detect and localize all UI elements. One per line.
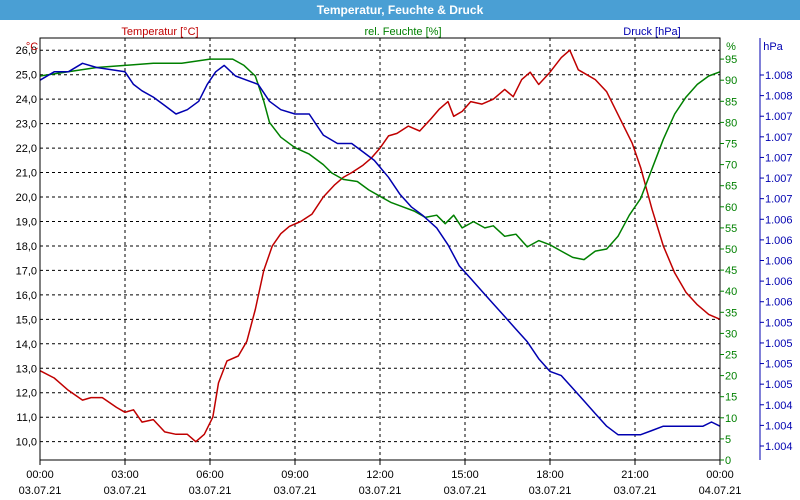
temperature-tick-label: 20,0 [16, 192, 37, 204]
pressure-tick-label: 1.008 [765, 91, 793, 103]
x-tick-date-label: 03.07.21 [614, 485, 657, 497]
humidity-tick-label: 75 [725, 139, 737, 151]
humidity-tick-label: 50 [725, 244, 737, 256]
temperature-tick-label: 24,0 [16, 94, 37, 106]
series-layer [39, 49, 721, 443]
temperature-tick-label: 26,0 [16, 45, 37, 57]
pressure-tick-label: 1.007 [765, 132, 793, 144]
pressure-tick-label: 1.008 [765, 70, 793, 82]
temperature-tick-label: 13,0 [16, 363, 37, 375]
pressure-tick-label: 1.006 [765, 235, 793, 247]
pressure-tick-label: 1.007 [765, 194, 793, 206]
humidity-tick-label: 0 [725, 455, 731, 467]
x-tick-date-label: 03.07.21 [104, 485, 147, 497]
x-tick-date-label: 03.07.21 [359, 485, 402, 497]
pressure-tick-label: 1.005 [765, 379, 793, 391]
pressure-axis-title: Druck [hPa] [623, 26, 680, 38]
humidity-tick-label: 45 [725, 265, 737, 277]
temperature-axis-title: Temperatur [°C] [121, 26, 198, 38]
axis-layer: 26,0 25,0 24,0 23,0 22,0 21,0 20,0 19,0 18,0 17,0… [16, 26, 793, 497]
window-title: Temperatur, Feuchte & Druck [0, 0, 800, 20]
temperature-tick-label: 18,0 [16, 241, 37, 253]
x-tick-time-label: 06:00 [196, 469, 224, 481]
humidity-tick-label: 30 [725, 328, 737, 340]
pressure-tick-label: 1.007 [765, 111, 793, 123]
temperature-tick-label: 19,0 [16, 216, 37, 228]
series-line-temperature [39, 49, 721, 443]
x-tick-time-label: 12:00 [366, 469, 394, 481]
temperature-unit-label: °C [26, 41, 38, 53]
x-tick-date-label: 03.07.21 [444, 485, 487, 497]
pressure-tick-label: 1.006 [765, 297, 793, 309]
pressure-tick-label: 1.007 [765, 173, 793, 185]
pressure-tick-label: 1.004 [765, 420, 793, 432]
x-tick-time-label: 03:00 [111, 469, 139, 481]
temperature-tick-label: 15,0 [16, 314, 37, 326]
series-line-humidity [39, 58, 721, 261]
temperature-tick-label: 22,0 [16, 143, 37, 155]
pressure-tick-label: 1.006 [765, 214, 793, 226]
temperature-tick-label: 23,0 [16, 119, 37, 131]
temperature-tick-label: 16,0 [16, 290, 37, 302]
x-tick-date-label: 03.07.21 [189, 485, 232, 497]
pressure-tick-label: 1.005 [765, 338, 793, 350]
x-tick-time-label: 09:00 [281, 469, 309, 481]
humidity-tick-label: 10 [725, 413, 737, 425]
humidity-tick-label: 20 [725, 371, 737, 383]
pressure-tick-label: 1.006 [765, 276, 793, 288]
humidity-tick-label: 65 [725, 181, 737, 193]
humidity-tick-label: 25 [725, 350, 737, 362]
x-tick-time-label: 00:00 [706, 469, 734, 481]
grid-layer [40, 38, 720, 460]
pressure-tick-label: 1.004 [765, 400, 793, 412]
humidity-tick-label: 55 [725, 223, 737, 235]
humidity-tick-label: 70 [725, 160, 737, 172]
pressure-tick-label: 1.005 [765, 317, 793, 329]
x-tick-time-label: 15:00 [451, 469, 479, 481]
pressure-tick-label: 1.005 [765, 359, 793, 371]
x-tick-date-label: 03.07.21 [19, 485, 62, 497]
humidity-tick-label: 60 [725, 202, 737, 214]
humidity-tick-label: 80 [725, 117, 737, 129]
humidity-tick-label: 5 [725, 434, 731, 446]
humidity-tick-label: 35 [725, 307, 737, 319]
x-tick-date-label: 03.07.21 [529, 485, 572, 497]
x-tick-time-label: 21:00 [621, 469, 649, 481]
temperature-tick-label: 17,0 [16, 265, 37, 277]
x-tick-time-label: 00:00 [26, 469, 54, 481]
temperature-tick-label: 11,0 [16, 412, 37, 424]
temperature-tick-label: 21,0 [16, 168, 37, 180]
humidity-tick-label: 15 [725, 392, 737, 404]
x-tick-date-label: 03.07.21 [274, 485, 317, 497]
humidity-axis-title: rel. Feuchte [%] [364, 26, 441, 38]
humidity-tick-label: 95 [725, 54, 737, 66]
x-tick-time-label: 18:00 [536, 469, 564, 481]
temperature-tick-label: 10,0 [16, 437, 37, 449]
humidity-tick-label: 40 [725, 286, 737, 298]
x-tick-date-label: 04.07.21 [699, 485, 742, 497]
pressure-unit-label: hPa [763, 41, 783, 53]
temperature-tick-label: 25,0 [16, 70, 37, 82]
humidity-tick-label: 85 [725, 96, 737, 108]
temperature-tick-label: 12,0 [16, 388, 37, 400]
humidity-tick-label: 90 [725, 75, 737, 87]
humidity-unit-label: % [726, 41, 736, 53]
pressure-tick-label: 1.007 [765, 152, 793, 164]
series-line-pressure [39, 62, 721, 436]
pressure-tick-label: 1.004 [765, 441, 793, 453]
pressure-tick-label: 1.006 [765, 256, 793, 268]
temperature-tick-label: 14,0 [16, 339, 37, 351]
